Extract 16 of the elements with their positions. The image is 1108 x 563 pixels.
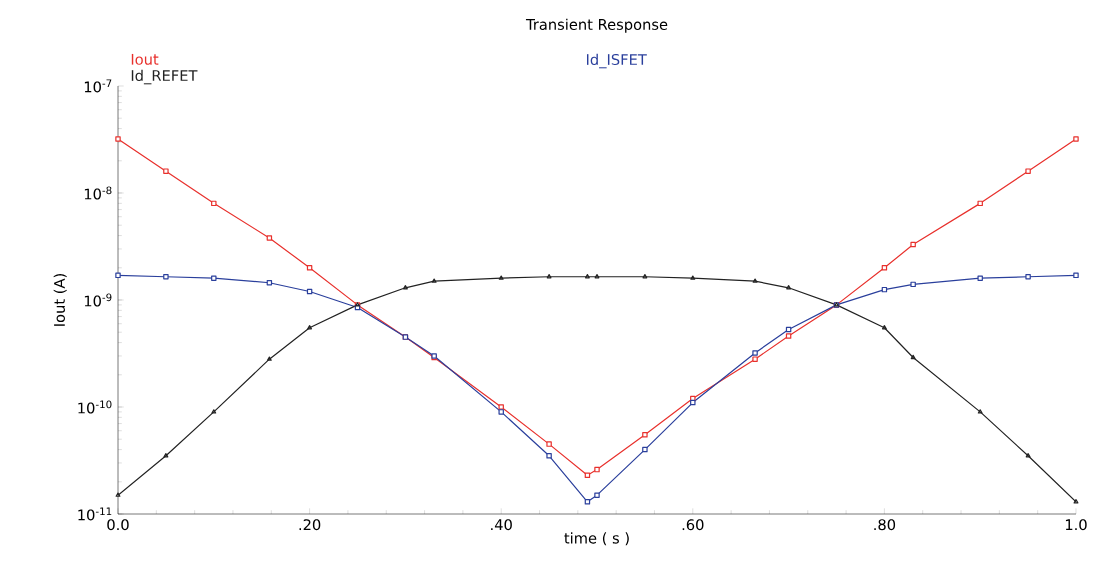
y-tick-label: 10$^{-8}$ — [84, 186, 112, 200]
x-tick-label: 1.0 — [1065, 519, 1087, 531]
y-axis-title: Iout (A) — [53, 274, 67, 326]
x-tick-label: 0.0 — [107, 519, 129, 531]
x-tick-label: .40 — [491, 519, 512, 531]
text: Id_REFET — [131, 69, 198, 85]
chart-title: Transient Response — [525, 18, 668, 33]
x-tick-label: .80 — [874, 519, 896, 531]
text: Id_ISFET — [586, 53, 647, 69]
x-axis-title: time ( s ) — [564, 532, 629, 546]
text: Iout — [131, 53, 159, 65]
y-tick-label: 10$^{-7}$ — [84, 79, 112, 93]
x-tick-label: .60 — [682, 519, 704, 531]
y-tick-label: 10$^{-10}$ — [78, 400, 112, 414]
x-tick-label: .20 — [299, 519, 321, 531]
y-tick-label: 10$^{-9}$ — [84, 293, 112, 307]
